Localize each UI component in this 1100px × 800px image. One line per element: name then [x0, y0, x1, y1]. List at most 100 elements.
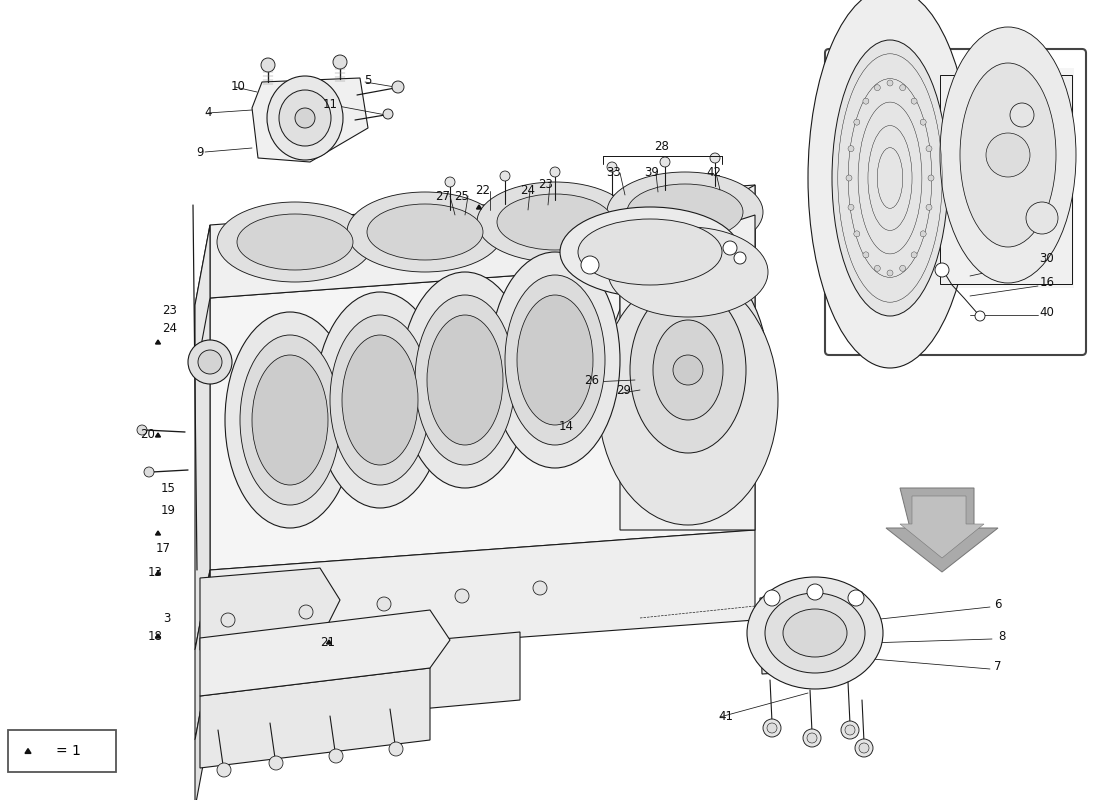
Circle shape	[846, 175, 852, 181]
Circle shape	[975, 311, 984, 321]
Text: euäparts: euäparts	[317, 382, 530, 466]
Polygon shape	[940, 75, 1072, 284]
Circle shape	[921, 231, 926, 237]
Ellipse shape	[653, 320, 723, 420]
Ellipse shape	[808, 0, 972, 368]
Ellipse shape	[267, 76, 343, 160]
Circle shape	[845, 725, 855, 735]
Circle shape	[198, 350, 222, 374]
Polygon shape	[886, 488, 998, 572]
Polygon shape	[155, 433, 161, 437]
Text: 25: 25	[454, 190, 470, 202]
Ellipse shape	[490, 252, 620, 468]
Circle shape	[807, 584, 823, 600]
Circle shape	[926, 204, 932, 210]
Polygon shape	[200, 610, 450, 696]
Circle shape	[500, 171, 510, 181]
Text: = 1: = 1	[56, 744, 80, 758]
Ellipse shape	[517, 295, 593, 425]
Polygon shape	[838, 68, 1074, 288]
Circle shape	[217, 763, 231, 777]
Circle shape	[299, 605, 314, 619]
Circle shape	[383, 109, 393, 119]
Text: 26: 26	[584, 374, 600, 386]
Text: 23: 23	[539, 178, 553, 190]
Circle shape	[455, 589, 469, 603]
Ellipse shape	[217, 202, 373, 282]
Ellipse shape	[608, 227, 768, 317]
Text: 20: 20	[140, 429, 155, 442]
Text: 9: 9	[196, 146, 204, 158]
Circle shape	[734, 252, 746, 264]
Text: 4: 4	[205, 106, 211, 118]
Text: 23: 23	[163, 303, 177, 317]
Text: 27: 27	[436, 190, 451, 202]
Text: 18: 18	[147, 630, 163, 642]
Ellipse shape	[226, 312, 355, 528]
Circle shape	[911, 252, 917, 258]
Circle shape	[144, 467, 154, 477]
Circle shape	[986, 133, 1030, 177]
Polygon shape	[155, 634, 161, 638]
Circle shape	[629, 259, 641, 271]
Circle shape	[854, 231, 860, 237]
Circle shape	[581, 256, 600, 274]
Text: 15: 15	[161, 482, 175, 494]
Circle shape	[607, 162, 617, 172]
Circle shape	[767, 723, 777, 733]
Ellipse shape	[252, 355, 328, 485]
Ellipse shape	[747, 577, 883, 689]
Ellipse shape	[783, 609, 847, 657]
Circle shape	[842, 721, 859, 739]
Text: 5: 5	[364, 74, 372, 86]
Ellipse shape	[240, 335, 340, 505]
Circle shape	[1026, 202, 1058, 234]
Circle shape	[900, 266, 905, 271]
Circle shape	[859, 743, 869, 753]
Circle shape	[392, 81, 404, 93]
Polygon shape	[210, 632, 520, 728]
Ellipse shape	[279, 90, 331, 146]
Polygon shape	[210, 258, 755, 570]
Circle shape	[862, 252, 869, 258]
Polygon shape	[760, 592, 872, 674]
Ellipse shape	[627, 184, 743, 240]
Circle shape	[1010, 103, 1034, 127]
Polygon shape	[620, 215, 755, 328]
Ellipse shape	[367, 204, 483, 260]
Text: 39: 39	[645, 166, 659, 179]
Text: 16: 16	[1040, 277, 1055, 290]
Text: 6: 6	[994, 598, 1002, 610]
Text: 21: 21	[320, 635, 336, 649]
Circle shape	[710, 153, 720, 163]
Circle shape	[673, 355, 703, 385]
Circle shape	[911, 98, 917, 104]
Polygon shape	[195, 225, 210, 378]
Circle shape	[329, 749, 343, 763]
Polygon shape	[210, 185, 755, 298]
Circle shape	[862, 98, 869, 104]
Polygon shape	[200, 568, 340, 650]
Circle shape	[261, 58, 275, 72]
Circle shape	[874, 266, 880, 271]
Circle shape	[928, 175, 934, 181]
Circle shape	[188, 340, 232, 384]
Text: 42: 42	[706, 166, 722, 179]
Text: 33: 33	[606, 166, 621, 179]
Circle shape	[854, 119, 860, 125]
Ellipse shape	[342, 335, 418, 465]
Circle shape	[855, 739, 873, 757]
Ellipse shape	[505, 275, 605, 445]
Text: 3: 3	[163, 611, 170, 625]
Text: a passion for parts since 19...: a passion for parts since 19...	[311, 341, 536, 403]
Text: 28: 28	[654, 141, 670, 154]
Circle shape	[138, 425, 147, 435]
Polygon shape	[155, 340, 161, 344]
Text: 7: 7	[994, 659, 1002, 673]
Circle shape	[550, 167, 560, 177]
Text: 40: 40	[1040, 306, 1055, 318]
Circle shape	[763, 719, 781, 737]
Polygon shape	[200, 668, 430, 768]
Polygon shape	[252, 78, 368, 162]
Text: 22: 22	[475, 185, 491, 198]
